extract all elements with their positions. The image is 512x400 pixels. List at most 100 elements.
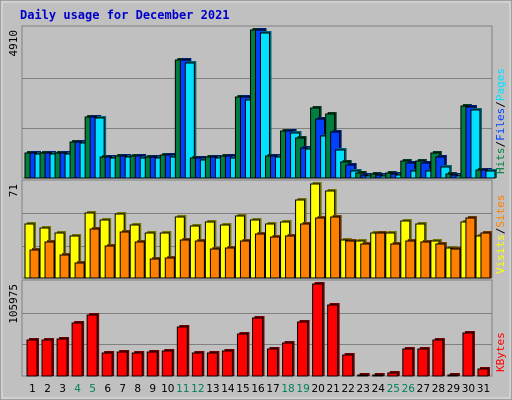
bar-kbytes-day-16-face	[251, 317, 263, 377]
bar-kbytes-day-3-face	[56, 338, 68, 377]
bar-kbytes-day-13-face	[206, 352, 218, 377]
x-tick-day-30: 30	[462, 383, 475, 395]
bar-sites-day-27	[420, 240, 432, 279]
x-tick-day-15: 15	[236, 383, 249, 395]
x-axis-tick-labels: 1 2 3 4 5 6 7 8 9 10 11 12 13 14 15 16 17 18 19 20 21 22 23 24 2…	[29, 383, 490, 395]
x-tick-day-9: 9	[149, 383, 156, 395]
x-tick-day-31: 31	[477, 383, 490, 395]
bar-kbytes-day-13	[206, 351, 220, 377]
bar-sites-day-3-face	[59, 254, 70, 279]
bar-kbytes-day-15-face	[236, 333, 248, 377]
bar-kbytes-day-18	[282, 341, 295, 377]
bar-kbytes-day-30-face	[462, 332, 474, 377]
x-tick-day-3: 3	[59, 383, 66, 395]
x-tick-day-7: 7	[119, 383, 126, 395]
bar-sites-day-19-face	[300, 223, 311, 279]
bar-kbytes-day-15	[236, 332, 250, 377]
bar-kbytes-day-23	[357, 373, 370, 377]
bar-kbytes-day-5-face	[86, 314, 98, 377]
bar-kbytes-day-7	[116, 350, 130, 377]
x-tick-day-8: 8	[134, 383, 141, 395]
panel-2: 71 Visits/Sites	[7, 179, 507, 279]
bar-pages-day-31-face	[485, 170, 496, 179]
bar-kbytes-day-26-face	[402, 348, 414, 377]
x-tick-day-20: 20	[311, 383, 324, 395]
bar-sites-day-20-face	[315, 217, 326, 279]
x-tick-day-14: 14	[221, 383, 235, 395]
legend-item-pages: Pages	[494, 68, 507, 101]
bar-kbytes-day-21	[327, 303, 340, 377]
panel-1-legend: Hits/Files/Pages	[494, 68, 507, 174]
bar-sites-day-11	[179, 238, 192, 279]
bar-sites-day-6	[104, 244, 117, 279]
bar-pages-day-11-face	[184, 62, 195, 179]
bar-sites-day-20	[315, 216, 327, 279]
bar-kbytes-day-26	[402, 347, 415, 377]
bar-sites-day-28	[435, 242, 447, 279]
bar-kbytes-day-6-face	[101, 352, 113, 377]
x-tick-day-27: 27	[417, 383, 430, 395]
x-tick-day-23: 23	[357, 383, 370, 395]
bar-sites-day-3	[59, 253, 72, 279]
bar-sites-day-15-face	[239, 240, 250, 279]
x-tick-day-22: 22	[342, 383, 355, 395]
bar-kbytes-day-29	[447, 373, 460, 377]
bar-kbytes-day-30	[462, 331, 475, 377]
bar-sites-day-21-face	[330, 216, 341, 279]
chart-title: Daily usage for December 2021	[20, 8, 230, 22]
bar-sites-day-26	[405, 239, 417, 279]
bar-kbytes-day-14	[221, 349, 235, 377]
bar-sites-day-30-face	[465, 217, 476, 279]
legend-item-files: Files	[494, 108, 507, 141]
x-tick-day-12: 12	[191, 383, 204, 395]
bar-sites-day-13-face	[209, 248, 220, 279]
legend-item-separator: /	[494, 141, 507, 148]
bar-kbytes-day-2	[41, 338, 55, 377]
bar-sites-day-22	[345, 239, 357, 279]
bar-sites-day-27-face	[420, 241, 431, 279]
bar-pages-day-30-face	[470, 109, 481, 179]
x-tick-day-25: 25	[387, 383, 400, 395]
x-tick-day-1: 1	[29, 383, 36, 395]
bar-sites-day-12	[194, 239, 207, 279]
bar-sites-day-21	[330, 215, 342, 279]
bar-sites-day-13	[209, 247, 222, 279]
bar-sites-day-18-face	[285, 235, 296, 279]
x-tick-day-28: 28	[432, 383, 445, 395]
bar-sites-day-25-face	[390, 243, 401, 279]
bar-sites-day-7	[119, 230, 132, 279]
bar-kbytes-day-4-face	[71, 322, 83, 377]
chart-panels: 4910Hits/Files/Pages71Visits/Sites105975…	[7, 25, 507, 377]
bar-sites-day-9	[149, 257, 162, 279]
bar-sites-day-9-face	[149, 258, 160, 279]
bar-sites-day-2-face	[44, 241, 55, 279]
bar-kbytes-day-31-face	[477, 368, 489, 377]
bar-sites-day-31-face	[480, 232, 491, 279]
bar-sites-day-28-face	[435, 243, 446, 279]
bar-kbytes-day-7-face	[116, 351, 128, 377]
legend-item-separator: /	[494, 101, 507, 108]
bar-sites-day-26-face	[405, 240, 416, 279]
bar-sites-day-23-face	[360, 243, 371, 279]
x-tick-day-17: 17	[266, 383, 279, 395]
bar-kbytes-day-25	[387, 371, 400, 377]
bar-sites-day-6-face	[104, 245, 115, 279]
x-tick-day-18: 18	[281, 383, 294, 395]
legend-item-sites: Sites	[494, 195, 507, 228]
bar-sites-day-14	[224, 246, 237, 279]
bar-kbytes-day-18-face	[282, 342, 294, 377]
panel-2-legend: Visits/Sites	[494, 195, 507, 275]
bar-kbytes-day-19	[297, 320, 310, 377]
bar-sites-day-1	[29, 248, 41, 279]
bar-sites-day-12-face	[194, 240, 205, 279]
bar-kbytes-day-25-face	[387, 372, 399, 377]
bar-sites-day-7-face	[119, 231, 130, 279]
x-tick-day-19: 19	[296, 383, 309, 395]
bar-pages-day-5	[94, 116, 107, 179]
x-tick-day-24: 24	[372, 383, 386, 395]
bar-sites-day-8	[134, 240, 147, 279]
x-tick-day-2: 2	[44, 383, 51, 395]
